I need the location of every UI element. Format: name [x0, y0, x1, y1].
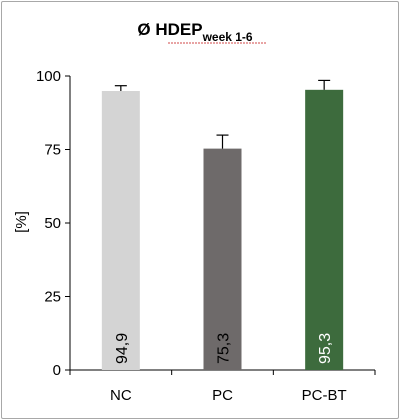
- x-category-label: PC: [212, 387, 233, 404]
- y-axis-title: [%]: [13, 211, 30, 233]
- bar-pc: [203, 148, 242, 370]
- chart-title-subscript: week 1-6: [202, 30, 253, 44]
- y-tick-label: 100: [36, 68, 61, 85]
- y-tick-label: 25: [44, 289, 61, 306]
- y-tick-label: 50: [44, 215, 61, 232]
- x-category-label: NC: [110, 387, 132, 404]
- chart-title: Ø HDEPweek 1-6: [137, 20, 253, 44]
- plot-area: 0 25 50 75 100 94,9 NC 75,3 PC 95,3 PC-BT: [36, 68, 376, 404]
- data-label: 75,3: [216, 333, 233, 364]
- chart-title-main: Ø HDEP: [137, 20, 202, 39]
- y-tick-label: 0: [53, 362, 61, 379]
- bar-pc-bt: [305, 89, 344, 371]
- data-label: 95,3: [317, 333, 334, 364]
- data-label: 94,9: [114, 333, 131, 364]
- y-tick-label: 75: [44, 142, 61, 159]
- bar-nc: [101, 90, 140, 370]
- x-category-label: PC-BT: [302, 387, 347, 404]
